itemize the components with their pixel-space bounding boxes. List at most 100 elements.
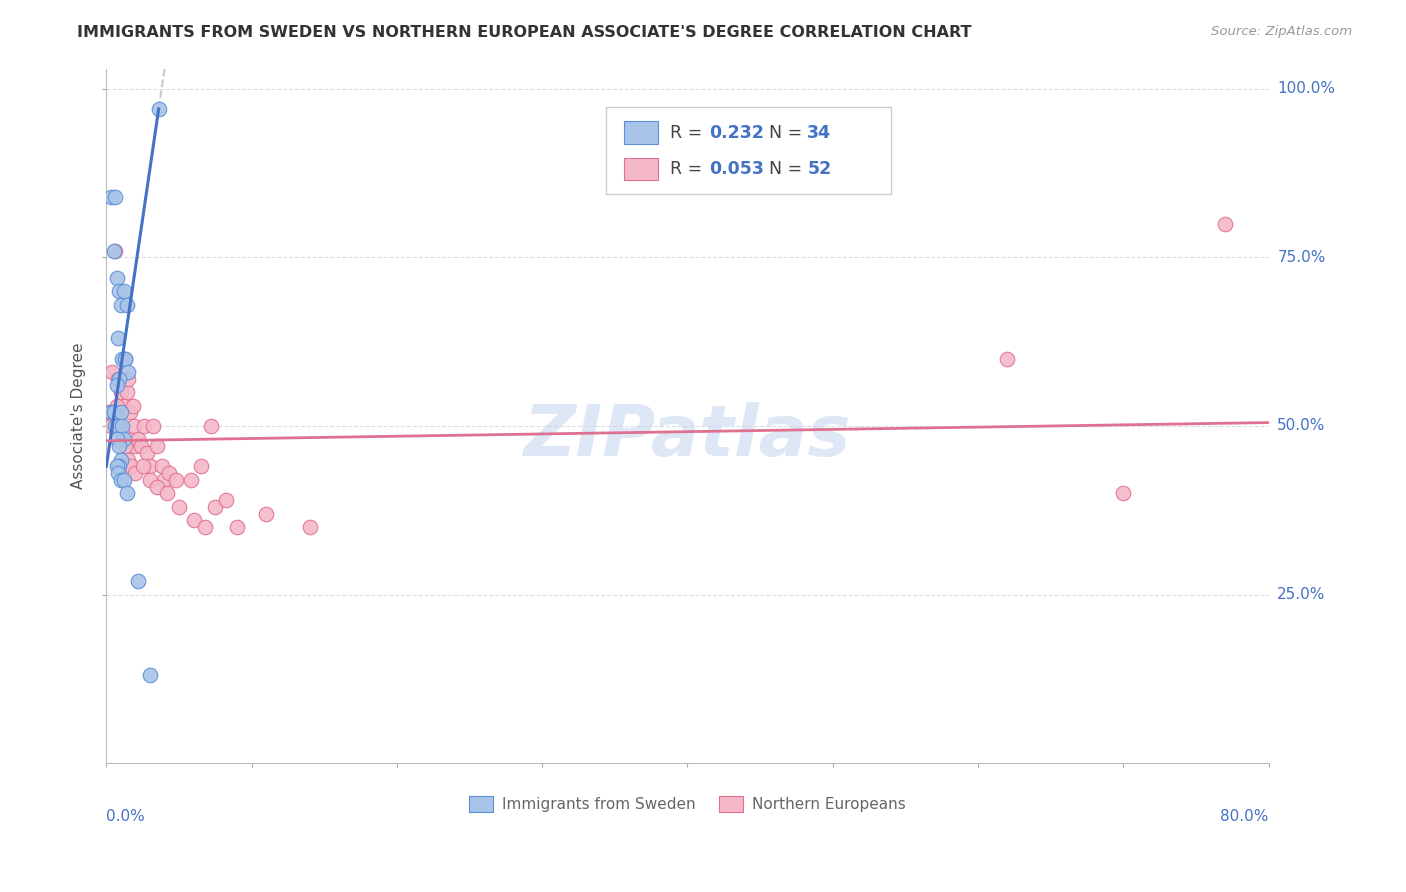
Point [100, 189, 122, 203]
Point [107, 459, 129, 474]
Point [127, 574, 149, 588]
Point [110, 297, 132, 311]
Point [139, 473, 162, 487]
Point [146, 439, 169, 453]
Point [156, 486, 179, 500]
Point [104, 189, 127, 203]
Point [254, 507, 277, 521]
FancyBboxPatch shape [606, 107, 891, 194]
Point [103, 244, 125, 258]
Point [112, 284, 135, 298]
Point [146, 480, 169, 494]
Point [157, 466, 180, 480]
Point [180, 473, 202, 487]
Point [110, 385, 132, 400]
Point [105, 433, 128, 447]
Point [150, 459, 173, 474]
Point [136, 446, 159, 460]
Text: Source: ZipAtlas.com: Source: ZipAtlas.com [1212, 25, 1353, 38]
Point [105, 399, 128, 413]
Y-axis label: Associate's Degree: Associate's Degree [72, 343, 86, 489]
Legend: Immigrants from Sweden, Northern Europeans: Immigrants from Sweden, Northern Europea… [463, 789, 912, 818]
Text: 100.0%: 100.0% [1277, 81, 1336, 96]
Text: 0.232: 0.232 [710, 124, 765, 142]
Point [1213, 217, 1236, 231]
Point [127, 433, 149, 447]
Text: 50.0%: 50.0% [1277, 418, 1326, 434]
Point [139, 668, 162, 682]
Text: 34: 34 [807, 124, 831, 142]
Point [112, 433, 135, 447]
Text: 75.0%: 75.0% [1277, 250, 1326, 265]
Point [118, 405, 141, 419]
Text: 25.0%: 25.0% [1277, 587, 1326, 602]
Point [111, 351, 134, 366]
Point [204, 500, 226, 514]
Text: N =: N = [769, 161, 801, 178]
Point [105, 459, 128, 474]
Point [120, 459, 142, 474]
Point [183, 513, 205, 527]
Point [167, 500, 190, 514]
Point [214, 493, 236, 508]
Point [110, 452, 132, 467]
Point [200, 419, 222, 434]
Point [110, 473, 132, 487]
Point [131, 459, 153, 474]
Point [153, 473, 176, 487]
Point [110, 405, 132, 419]
Point [111, 433, 134, 447]
Text: 0.053: 0.053 [710, 161, 765, 178]
Point [108, 439, 131, 453]
Point [107, 419, 129, 434]
Text: R =: R = [671, 161, 703, 178]
Point [108, 284, 131, 298]
Point [129, 439, 152, 453]
Point [117, 372, 139, 386]
Point [165, 473, 187, 487]
Point [134, 419, 156, 434]
Text: R =: R = [671, 124, 703, 142]
Point [124, 439, 146, 453]
Point [190, 459, 212, 474]
Point [115, 486, 138, 500]
Point [995, 351, 1018, 366]
Point [114, 439, 136, 453]
Point [104, 244, 127, 258]
Point [105, 270, 128, 285]
Point [104, 419, 127, 434]
Point [111, 419, 134, 434]
Point [108, 419, 131, 434]
Point [101, 365, 124, 379]
Point [115, 297, 138, 311]
Point [108, 372, 131, 386]
Point [226, 520, 249, 534]
Point [117, 365, 139, 379]
Point [142, 419, 165, 434]
Point [107, 331, 129, 345]
FancyBboxPatch shape [624, 158, 658, 180]
Point [114, 351, 136, 366]
Point [124, 466, 146, 480]
Point [108, 459, 131, 474]
Point [107, 466, 129, 480]
Point [139, 459, 162, 474]
Point [148, 102, 170, 116]
Point [117, 452, 139, 467]
Point [122, 419, 145, 434]
Text: IMMIGRANTS FROM SWEDEN VS NORTHERN EUROPEAN ASSOCIATE'S DEGREE CORRELATION CHART: IMMIGRANTS FROM SWEDEN VS NORTHERN EUROP… [77, 25, 972, 40]
Point [107, 372, 129, 386]
Point [100, 419, 122, 434]
Point [1112, 486, 1135, 500]
Text: 52: 52 [807, 161, 831, 178]
Point [98, 405, 121, 419]
FancyBboxPatch shape [624, 121, 658, 144]
Point [105, 378, 128, 392]
Point [112, 399, 135, 413]
Point [121, 399, 143, 413]
Point [103, 405, 125, 419]
Point [103, 405, 125, 419]
Text: 80.0%: 80.0% [1220, 809, 1268, 824]
Point [112, 473, 135, 487]
Point [100, 405, 122, 419]
